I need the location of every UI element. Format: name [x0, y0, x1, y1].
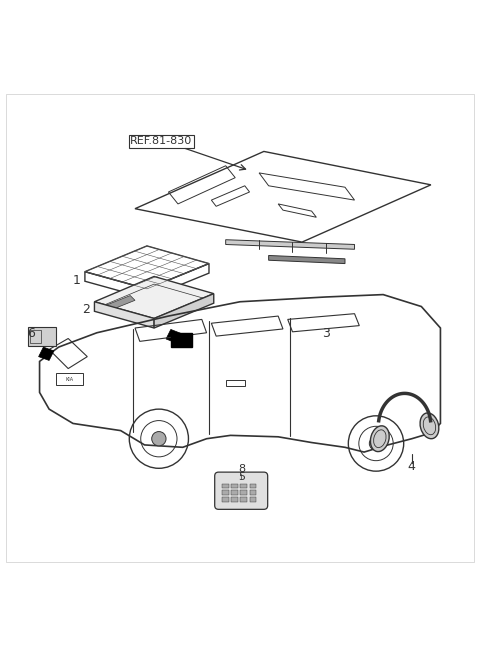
Bar	[250, 497, 256, 502]
Bar	[28, 327, 56, 346]
Bar	[240, 497, 247, 502]
Text: 5: 5	[238, 472, 245, 482]
Circle shape	[152, 432, 166, 446]
Bar	[222, 483, 228, 488]
Polygon shape	[154, 294, 214, 328]
Polygon shape	[95, 302, 154, 328]
Bar	[222, 490, 228, 495]
Circle shape	[369, 437, 383, 450]
Ellipse shape	[420, 413, 439, 439]
Bar	[231, 497, 238, 502]
Bar	[56, 373, 83, 385]
Bar	[226, 380, 245, 386]
Bar	[222, 497, 228, 502]
Bar	[250, 483, 256, 488]
Polygon shape	[269, 255, 345, 264]
Text: 1: 1	[72, 274, 80, 287]
Text: 2: 2	[82, 303, 90, 316]
Bar	[240, 483, 247, 488]
Bar	[171, 333, 192, 347]
Polygon shape	[38, 347, 54, 360]
Bar	[240, 490, 247, 495]
Text: 8: 8	[238, 464, 245, 474]
Polygon shape	[107, 296, 135, 310]
Text: REF.81-830: REF.81-830	[130, 136, 192, 146]
Bar	[231, 483, 238, 488]
Text: 3: 3	[322, 327, 330, 340]
Polygon shape	[95, 276, 214, 318]
Text: 6: 6	[27, 327, 36, 340]
Text: KIA: KIA	[65, 377, 73, 382]
Bar	[30, 330, 40, 343]
Bar	[250, 490, 256, 495]
FancyBboxPatch shape	[215, 472, 268, 509]
Bar	[231, 490, 238, 495]
Text: 4: 4	[408, 460, 416, 473]
Ellipse shape	[371, 426, 389, 451]
Polygon shape	[226, 239, 355, 249]
Polygon shape	[166, 329, 182, 343]
